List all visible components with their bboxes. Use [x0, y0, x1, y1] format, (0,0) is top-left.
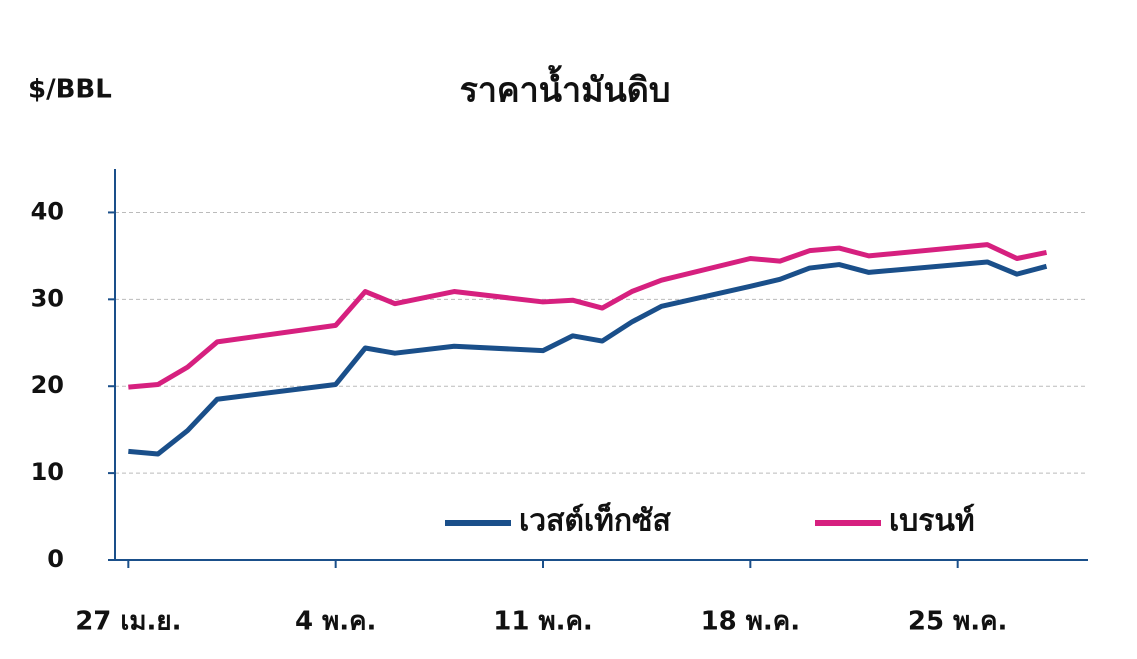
x-tick-label: 18 พ.ค. — [701, 607, 801, 637]
x-tick-label: 25 พ.ค. — [908, 607, 1008, 637]
legend-label: เวสต์เท็กซัส — [519, 502, 671, 539]
y-tick-label: 30 — [31, 284, 64, 312]
legend-label: เบรนท์ — [889, 504, 975, 539]
y-axis-label: $/BBL — [28, 75, 112, 105]
chart-title: ราคาน้ำมันดิบ — [460, 65, 671, 111]
x-tick-label: 11 พ.ค. — [493, 607, 593, 637]
x-tick-label: 27 เม.ย. — [75, 607, 181, 637]
y-tick-label: 0 — [47, 545, 64, 573]
series-line — [128, 259, 1048, 457]
y-tick-label: 40 — [31, 197, 64, 225]
y-tick-label: 10 — [31, 458, 64, 486]
y-tick-label: 20 — [31, 371, 64, 399]
series-line — [128, 242, 1048, 390]
x-tick-label: 4 พ.ค. — [295, 607, 376, 637]
